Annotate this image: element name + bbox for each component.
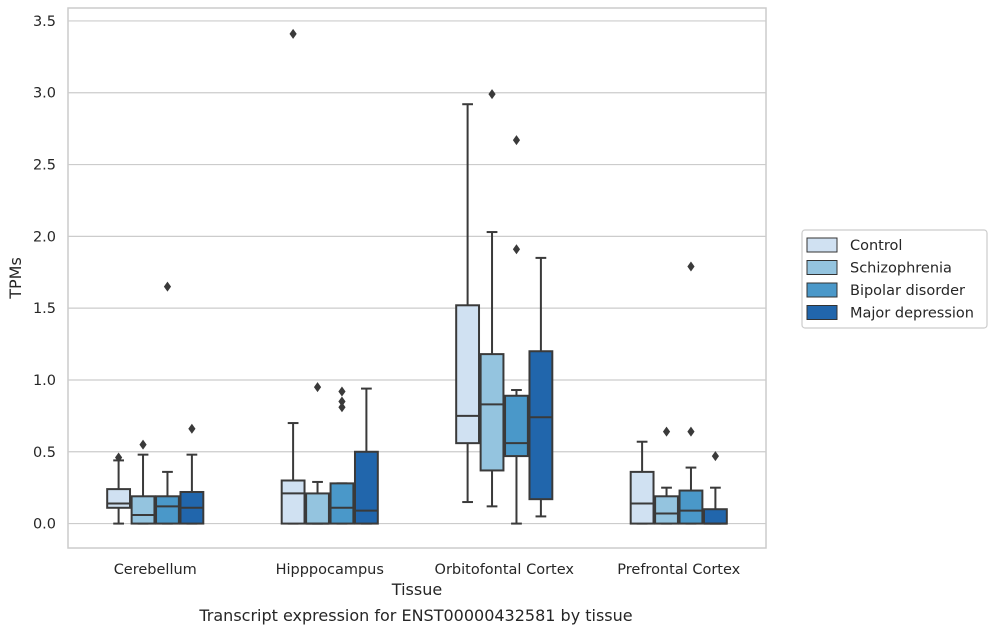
box-layer <box>106 28 728 525</box>
outlier-marker <box>289 28 297 39</box>
box <box>504 394 529 458</box>
legend-frame <box>801 229 988 329</box>
y-tick-label: 0.0 <box>33 517 56 533</box>
box <box>678 489 704 525</box>
outlier-marker <box>139 439 147 450</box>
x-tick-label: Prefrontal Cortex <box>617 562 740 578</box>
box <box>654 495 679 525</box>
box <box>702 508 728 525</box>
y-tick-label: 3.0 <box>33 86 56 102</box>
chart-caption: Transcript expression for ENST0000043258… <box>199 606 633 625</box>
box <box>329 482 355 525</box>
box <box>155 495 180 525</box>
legend-entry: Bipolar disorder <box>850 283 965 299</box>
x-axis-label: Tissue <box>391 580 442 599</box>
y-tick-label: 2.0 <box>33 229 56 245</box>
outlier-marker <box>338 386 346 397</box>
legend-swatch <box>806 305 838 320</box>
y-tick-label: 1.5 <box>33 301 56 317</box>
outlier-marker <box>687 426 695 437</box>
x-tick-label: Orbitofontal Cortex <box>435 562 575 578</box>
y-tick-label: 1.0 <box>33 373 56 389</box>
box <box>528 350 554 501</box>
legend: Control Schizophrenia Bipolar disorder Majo… <box>801 229 988 329</box>
outlier-marker <box>488 89 496 100</box>
outlier-marker <box>512 135 521 146</box>
y-tick-label: 0.5 <box>33 445 56 461</box>
outlier-marker <box>662 426 671 437</box>
legend-entry: Schizophrenia <box>850 261 952 277</box>
box <box>629 470 655 525</box>
outlier-marker <box>338 402 346 413</box>
box <box>106 488 132 509</box>
y-axis-label: TPMs <box>6 257 25 300</box>
outlier-marker <box>338 396 346 407</box>
y-tick-label: 3.5 <box>33 14 56 30</box>
outlier-marker <box>188 423 196 434</box>
box <box>280 479 306 525</box>
grid-layer <box>68 20 766 525</box>
outlier-marker <box>687 261 695 272</box>
outlier-marker <box>115 452 123 463</box>
box <box>455 304 481 445</box>
box <box>305 492 330 525</box>
legend-entry: Major depression <box>850 306 974 322</box>
outlier-marker <box>313 382 322 393</box>
outlier-marker <box>711 451 719 462</box>
box <box>353 450 379 525</box>
outlier-marker <box>512 244 521 255</box>
legend-swatch <box>806 237 838 253</box>
box <box>479 353 505 472</box>
axis-layer: 0.0 0.5 1.0 1.5 2.0 2.5 3.0 3.5 Cerebellum Hipppo… <box>33 7 767 578</box>
legend-swatch <box>806 282 838 298</box>
plot-frame <box>67 7 767 549</box>
box <box>130 495 156 525</box>
x-tick-label: Hipppocampus <box>276 562 384 578</box>
legend-entry: Control <box>850 238 902 254</box>
y-tick-label: 2.5 <box>33 158 56 174</box>
outlier-marker <box>163 281 172 292</box>
x-tick-label: Cerebellum <box>114 562 197 578</box>
legend-swatch <box>806 260 838 275</box>
